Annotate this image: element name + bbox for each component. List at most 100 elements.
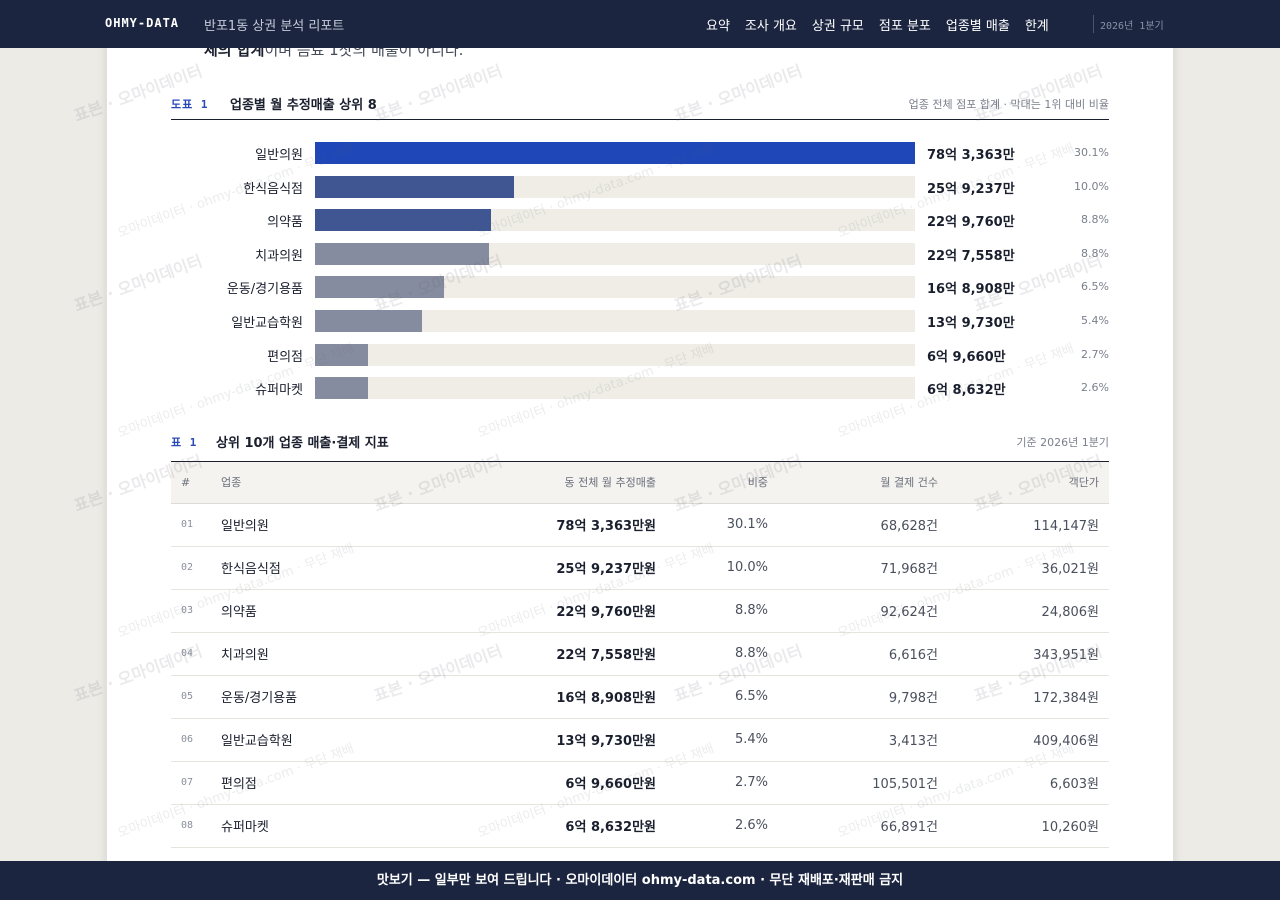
bar-label: 한식음식점	[243, 181, 303, 197]
bar-value-label: 6억 8,632만	[927, 383, 1006, 399]
bar-share-label: 8.8%	[1081, 213, 1109, 227]
bar-fill	[315, 175, 514, 198]
cell-avg-ticket: 36,021원	[948, 546, 1109, 590]
nav-link-sales-by-industry[interactable]: 업종별 매출	[945, 19, 1010, 34]
figure1-tag: 도표 1	[171, 98, 209, 111]
cell-avg-ticket: 24,806원	[948, 589, 1109, 633]
bar-row-dental-clinic: 치과의원 22억 7,558만 8.8%	[171, 242, 1109, 267]
nav-link-store-distribution[interactable]: 점포 분포	[878, 19, 931, 34]
nav-divider	[1093, 15, 1094, 33]
preview-footer-banner: 맛보기 — 일부만 보여 드립니다 · 오마이데이터 ohmy-data.com…	[0, 861, 1280, 900]
col-header-payments: 월 결제 건수	[778, 462, 948, 504]
col-header-share: 비중	[666, 462, 778, 504]
cell-industry: 편의점	[211, 761, 431, 805]
cell-share: 2.6%	[666, 804, 778, 848]
cell-sales: 16억 8,908만원	[431, 675, 666, 719]
bar-value-label: 13억 9,730만	[927, 316, 1015, 331]
cell-share: 8.8%	[666, 632, 778, 676]
bar-share-label: 5.4%	[1081, 314, 1109, 327]
cell-payments: 6,616건	[778, 632, 948, 676]
bar-label: 운동/경기용품	[226, 282, 303, 298]
bar-row-academy: 일반교습학원 13억 9,730만 5.4%	[171, 310, 1109, 334]
table-row: 07 편의점 6억 9,660만원 2.7% 105,501건 6,603원	[171, 761, 1109, 805]
bar-value-label: 25억 9,237만	[927, 181, 1015, 197]
table1-note: 기준 2026년 1분기	[1016, 436, 1109, 449]
figure1-header: 도표 1 업종별 월 추정매출 상위 8 업종 전체 점포 합계 · 막대는 1…	[171, 96, 1109, 120]
table-body: 01 일반의원 78억 3,363만원 30.1% 68,628건 114,147원 02 한…	[171, 503, 1109, 848]
bar-track	[315, 343, 915, 366]
bar-label: 편의점	[267, 349, 303, 365]
cell-avg-ticket: 6,603원	[948, 761, 1109, 805]
cell-industry: 치과의원	[211, 632, 431, 676]
bar-track	[315, 242, 915, 265]
bar-fill	[315, 343, 369, 366]
nav-link-limitations[interactable]: 한계	[1024, 19, 1049, 34]
cell-industry: 일반교습학원	[211, 718, 431, 762]
cell-avg-ticket: 343,951원	[948, 632, 1109, 676]
bar-value-label: 22억 9,760만	[927, 215, 1015, 231]
cell-rank: 03	[171, 589, 211, 633]
cell-industry: 슈퍼마켓	[211, 804, 431, 848]
bar-row-supermarket: 슈퍼마켓 6억 8,632만 2.6%	[171, 377, 1109, 401]
brand-logo[interactable]: OHMY-DATA	[105, 16, 180, 30]
cell-industry: 운동/경기용품	[211, 675, 431, 719]
cell-sales: 78억 3,363만원	[431, 503, 666, 547]
table1-title: 상위 10개 업종 매출·결제 지표	[216, 436, 389, 451]
cell-share: 30.1%	[666, 503, 778, 547]
bar-label: 일반의원	[255, 148, 303, 163]
cell-share: 6.5%	[666, 675, 778, 719]
document-title: 반포1동 상권 분석 리포트	[204, 19, 345, 34]
table-row: 05 운동/경기용품 16억 8,908만원 6.5% 9,798건 172,384원	[171, 675, 1109, 719]
cell-payments: 71,968건	[778, 546, 948, 590]
bar-fill	[315, 142, 915, 164]
table-row: 04 치과의원 22억 7,558만원 8.8% 6,616건 343,951원	[171, 632, 1109, 676]
bar-share-label: 2.7%	[1081, 347, 1109, 361]
cell-payments: 9,798건	[778, 675, 948, 719]
bar-fill	[315, 276, 445, 299]
cell-rank: 08	[171, 804, 211, 848]
bar-fill	[315, 242, 490, 265]
bar-track	[315, 142, 915, 164]
cell-avg-ticket: 172,384원	[948, 675, 1109, 719]
top-navbar: OHMY-DATA 반포1동 상권 분석 리포트 요약 조사 개요 상권 규모 …	[0, 0, 1280, 48]
col-header-rank: #	[171, 462, 211, 504]
cell-industry: 한식음식점	[211, 546, 431, 590]
bar-track	[315, 310, 915, 332]
cell-sales: 6억 8,632만원	[431, 804, 666, 848]
report-page: 체의 합계이며 음료 1잣의 매출이 아니다. 도표 1 업종별 월 추정매출 …	[107, 0, 1173, 900]
figure1-title: 업종별 월 추정매출 상위 8	[230, 98, 377, 113]
table-row: 06 일반교습학원 13억 9,730만원 5.4% 3,413건 409,406원	[171, 718, 1109, 762]
cell-sales: 22억 7,558만원	[431, 632, 666, 676]
cell-avg-ticket: 409,406원	[948, 718, 1109, 762]
nav-links: 요약 조사 개요 상권 규모 점포 분포 업종별 매출 한계	[706, 15, 1064, 34]
cell-rank: 02	[171, 546, 211, 590]
cell-share: 10.0%	[666, 546, 778, 590]
cell-share: 8.8%	[666, 589, 778, 633]
nav-link-market-size[interactable]: 상권 규모	[811, 19, 864, 34]
table-row: 03 의약품 22억 9,760만원 8.8% 92,624건 24,806원	[171, 589, 1109, 633]
table-row: 08 슈퍼마켓 6억 8,632만원 2.6% 66,891건 10,260원	[171, 804, 1109, 848]
bar-value-label: 78억 3,363만	[927, 148, 1015, 163]
cell-rank: 04	[171, 632, 211, 676]
cell-industry: 일반의원	[211, 503, 431, 547]
bar-label: 치과의원	[255, 248, 303, 264]
table-row: 02 한식음식점 25억 9,237만원 10.0% 71,968건 36,021원	[171, 546, 1109, 590]
nav-link-overview[interactable]: 조사 개요	[744, 19, 797, 34]
table1-tag: 표 1	[171, 436, 198, 449]
nav-link-summary[interactable]: 요약	[706, 19, 730, 34]
bar-share-label: 2.6%	[1081, 381, 1109, 395]
table-row: 01 일반의원 78억 3,363만원 30.1% 68,628건 114,147원	[171, 503, 1109, 547]
bar-row-sporting-goods: 운동/경기용품 16억 8,908만 6.5%	[171, 276, 1109, 300]
bar-share-label: 10.0%	[1074, 179, 1109, 193]
bar-row-pharmacy: 의약품 22억 9,760만 8.8%	[171, 209, 1109, 233]
table1-header: 표 1 상위 10개 업종 매출·결제 지표 기준 2026년 1분기	[171, 434, 1109, 458]
bar-label: 슈퍼마켓	[255, 383, 303, 399]
bar-label: 의약품	[267, 215, 303, 231]
col-header-avg-ticket: 객단가	[948, 462, 1109, 504]
cell-avg-ticket: 114,147원	[948, 503, 1109, 547]
bar-row-korean-restaurant: 한식음식점 25억 9,237만 10.0%	[171, 175, 1109, 200]
cell-sales: 25억 9,237만원	[431, 546, 666, 590]
bar-share-label: 30.1%	[1074, 146, 1109, 159]
bar-value-label: 22억 7,558만	[927, 248, 1015, 264]
bar-label: 일반교습학원	[231, 316, 303, 331]
